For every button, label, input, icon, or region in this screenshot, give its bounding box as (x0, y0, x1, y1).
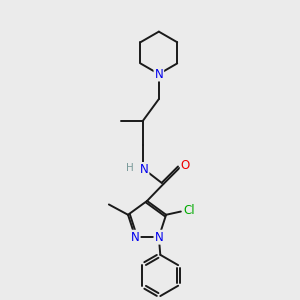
Text: N: N (154, 68, 163, 80)
Text: Cl: Cl (184, 204, 196, 217)
Text: N: N (140, 163, 148, 176)
Text: N: N (131, 231, 140, 244)
Text: H: H (126, 163, 134, 173)
Text: N: N (154, 231, 163, 244)
Text: O: O (181, 158, 190, 172)
